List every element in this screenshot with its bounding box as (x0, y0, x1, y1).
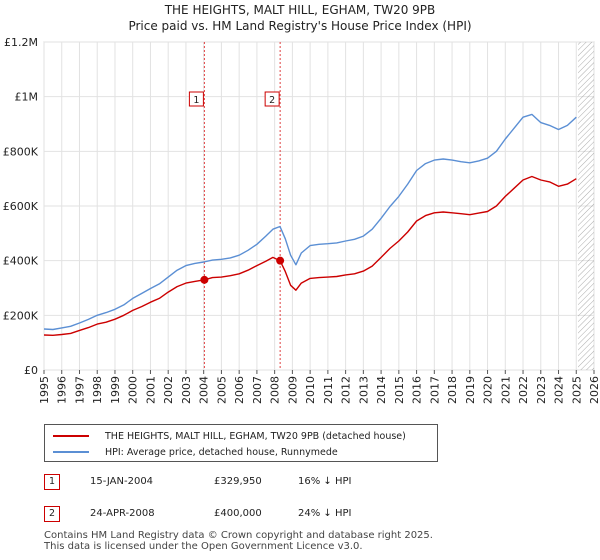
y-tick-label: £800K (3, 145, 39, 158)
x-tick-label: 2016 (411, 376, 424, 404)
sale-row: 1 15-JAN-2004 £329,950 16% ↓ HPI (44, 474, 564, 490)
x-tick-label: 2002 (162, 376, 175, 404)
x-tick-label: 2005 (215, 376, 228, 404)
sale-label-box (264, 91, 280, 107)
sale-date: 24-APR-2008 (90, 508, 155, 519)
footer: Contains HM Land Registry data © Crown c… (44, 530, 433, 552)
x-tick-label: 2004 (198, 376, 211, 404)
y-tick-label: £1M (15, 91, 39, 104)
x-tick-label: 2012 (340, 376, 353, 404)
x-tick-label: 2021 (499, 376, 512, 404)
legend: THE HEIGHTS, MALT HILL, EGHAM, TW20 9PB … (44, 424, 438, 462)
x-tick-label: 1999 (109, 376, 122, 404)
legend-label-hpi: HPI: Average price, detached house, Runn… (105, 446, 338, 458)
chart-title: THE HEIGHTS, MALT HILL, EGHAM, TW20 9PB (164, 3, 436, 17)
legend-swatch-hpi (53, 451, 89, 453)
future-hatch-rect (578, 42, 594, 370)
x-tick-label: 2011 (322, 376, 335, 404)
y-tick-label: £600K (3, 200, 39, 213)
x-tick-label: 1996 (56, 376, 69, 404)
legend-item-hpi: HPI: Average price, detached house, Runn… (53, 444, 338, 460)
legend-item-property: THE HEIGHTS, MALT HILL, EGHAM, TW20 9PB … (53, 428, 406, 444)
x-tick-label: 2023 (535, 376, 548, 404)
sale-date: 15-JAN-2004 (90, 476, 154, 487)
x-tick-label: 2007 (251, 376, 264, 404)
sale-price: £400,000 (214, 508, 262, 519)
sale-point (276, 256, 285, 265)
future-hatch (578, 42, 594, 370)
series-group (43, 113, 577, 336)
x-tick-label: 2000 (127, 376, 140, 404)
x-tick-label: 2013 (357, 376, 370, 404)
sale-number-badge: 2 (44, 506, 60, 522)
x-tick-label: 2009 (286, 376, 299, 404)
x-tick-label: 2025 (570, 376, 583, 404)
sale-label-number: 2 (269, 95, 275, 106)
x-tick-label: 2006 (233, 376, 246, 404)
y-axis: £0 £200K £400K £600K £800K £1M £1.2M (3, 36, 39, 377)
x-tick-label: 2024 (553, 376, 566, 404)
footer-licence: This data is licensed under the Open Gov… (44, 541, 363, 552)
x-axis: 1995 1996 1997 1998 1999 2000 2001 2002 2003 2004… (38, 370, 600, 404)
y-tick-label: £400K (3, 255, 39, 268)
price-chart: THE HEIGHTS, MALT HILL, EGHAM, TW20 9PB … (3, 3, 600, 404)
property-price-line (43, 175, 577, 336)
y-tick-label: £200K (3, 309, 39, 322)
hpi-line (43, 113, 577, 331)
sale-point (200, 275, 209, 284)
x-tick-label: 2017 (428, 376, 441, 404)
chart-subtitle: Price paid vs. HM Land Registry's House … (128, 19, 471, 33)
x-tick-label: 2020 (482, 376, 495, 404)
x-tick-label: 2015 (393, 376, 406, 404)
x-tick-label: 2019 (464, 376, 477, 404)
footer-copyright: Contains HM Land Registry data © Crown c… (44, 530, 433, 541)
x-tick-label: 2001 (144, 376, 157, 404)
x-tick-label: 1995 (38, 376, 51, 404)
x-tick-label: 2008 (269, 376, 282, 404)
x-tick-label: 2022 (517, 376, 530, 404)
x-tick-label: 2014 (375, 376, 388, 404)
sale-label-number: 1 (193, 95, 199, 106)
sale-hpi-diff: 16% ↓ HPI (298, 476, 352, 487)
sale-label-box (188, 91, 204, 107)
x-tick-label: 1997 (73, 376, 86, 404)
grid (43, 41, 595, 371)
sale-number-badge: 1 (44, 474, 60, 490)
sale-row: 2 24-APR-2008 £400,000 24% ↓ HPI (44, 506, 564, 522)
x-tick-label: 2010 (304, 376, 317, 404)
y-tick-label: £1.2M (4, 36, 38, 49)
x-tick-label: 2026 (588, 376, 600, 404)
x-tick-label: 1998 (91, 376, 104, 404)
legend-label-property: THE HEIGHTS, MALT HILL, EGHAM, TW20 9PB … (105, 430, 406, 442)
legend-swatch-property (53, 435, 89, 437)
sale-price: £329,950 (214, 476, 262, 487)
x-tick-label: 2003 (180, 376, 193, 404)
sale-hpi-diff: 24% ↓ HPI (298, 508, 352, 519)
x-tick-label: 2018 (446, 376, 459, 404)
y-tick-label: £0 (24, 364, 38, 377)
